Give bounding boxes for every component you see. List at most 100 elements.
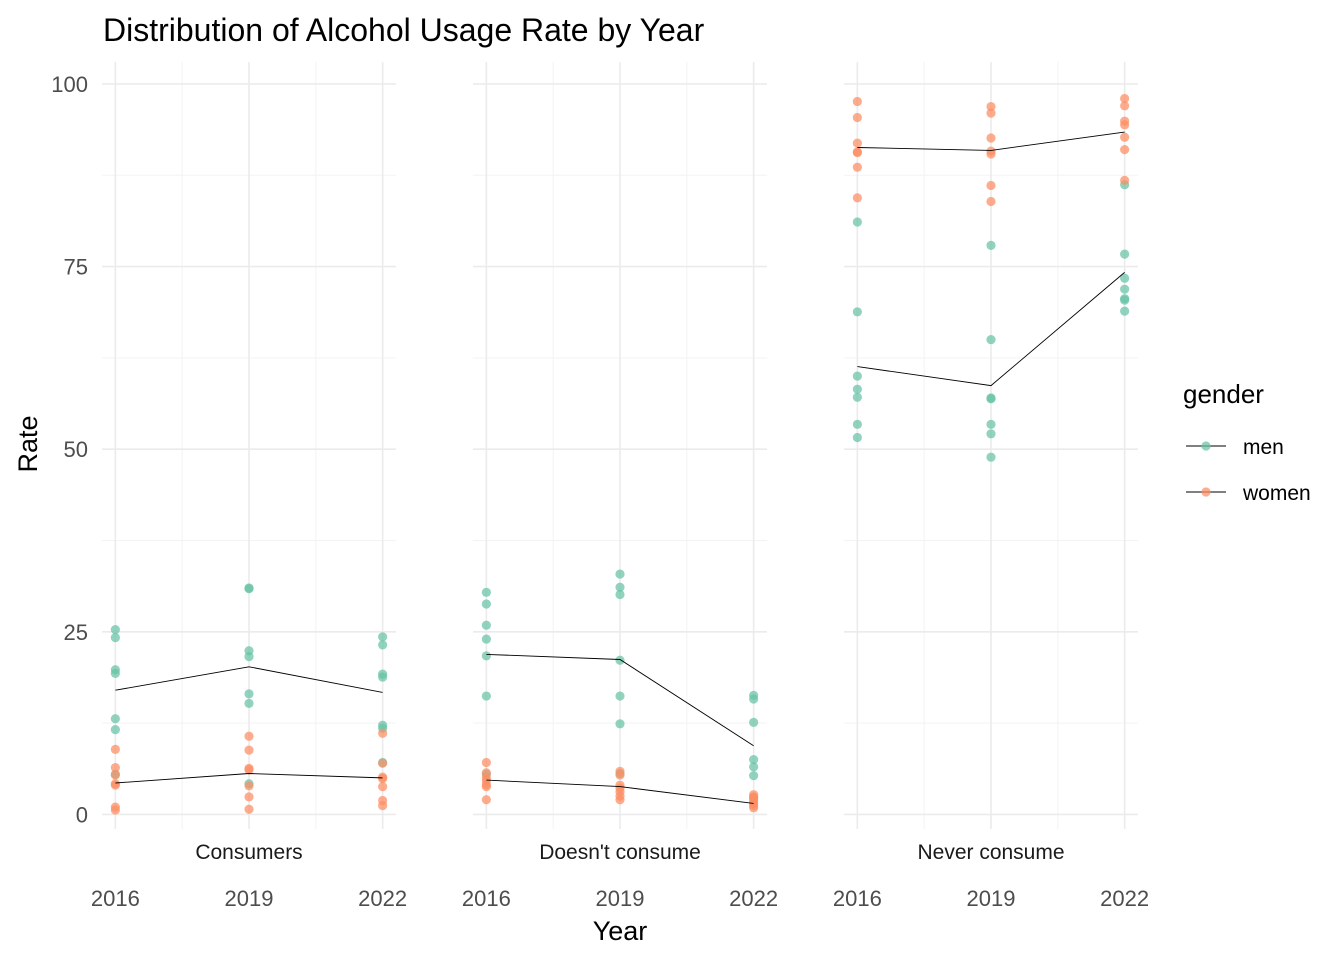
x-axis-tick-labels: 2016 2019 2022 2016 2019 2022 2016 2019 2022 [91,886,1149,911]
data-point-women [378,782,388,792]
data-point-women [852,138,862,148]
data-point-women [852,112,862,123]
legend-label: men [1243,436,1284,459]
data-point-men [986,334,996,345]
data-point-men [749,755,759,765]
mean-line-women [486,779,754,804]
data-point-men [986,394,996,404]
x-axis-title: Year [593,916,648,946]
data-point-men [244,584,254,594]
data-point-men [378,632,388,642]
data-point-men [481,587,491,597]
data-point-men [615,582,625,592]
x-tick-label: 2022 [729,886,778,911]
y-tick-label: 100 [51,72,88,97]
panel-never-consume: Never consume [844,62,1138,864]
legend-title: gender [1183,379,1264,409]
data-point-women [615,770,625,780]
data-point-men [749,771,759,781]
data-point-men [244,652,254,662]
data-point-women [378,758,388,768]
data-point-men [481,634,491,644]
data-point-men [986,240,996,250]
data-point-women [481,757,491,768]
panel-consumers: Consumers [102,62,396,864]
y-tick-label: 75 [64,255,88,280]
data-point-men [986,429,996,439]
data-point-women [1120,93,1130,104]
mean-line-men [486,653,754,747]
data-point-women [986,149,996,159]
data-point-men [1120,306,1130,316]
data-point-men [615,589,625,600]
data-point-women [110,744,120,754]
y-tick-label: 25 [64,620,88,645]
data-point-women [378,728,388,738]
data-point-women [986,196,996,207]
data-point-men [852,392,862,402]
data-point-women [986,180,996,191]
data-point-women [378,801,388,811]
data-point-women [244,745,254,755]
data-point-women [378,773,388,784]
panel-doesn-t-consume: Doesn't consume [473,62,767,864]
data-point-men [481,620,491,630]
data-point-men [1120,273,1130,283]
x-tick-label: 2016 [833,886,882,911]
data-point-men [1120,284,1130,294]
legend: gender men women [1183,379,1311,505]
mean-line-men [115,666,383,693]
y-tick-label: 0 [76,802,88,827]
data-point-women [110,780,120,790]
data-point-men [110,668,120,679]
data-point-women [244,804,254,814]
data-point-women [1120,175,1130,185]
data-point-women [110,770,120,780]
x-tick-label: 2019 [596,886,645,911]
data-point-men [852,217,862,227]
data-point-men [615,719,625,729]
legend-entry-women: women [1186,482,1311,505]
data-point-women [852,162,862,172]
data-point-men [986,419,996,429]
mean-line-women [115,773,383,784]
data-point-men [1120,249,1130,259]
x-tick-label: 2022 [358,886,407,911]
facet-panels: Consumers Doesn't consume Never consume [102,62,1138,864]
data-point-men [1120,295,1130,305]
data-point-men [110,725,120,735]
data-point-women [110,763,120,773]
data-point-women [986,101,996,112]
data-point-women [852,96,862,107]
data-point-men [481,691,491,701]
facet-strip-label: Never consume [917,841,1064,864]
data-point-men [110,624,120,635]
x-tick-label: 2016 [462,886,511,911]
chart-title: Distribution of Alcohol Usage Rate by Ye… [103,12,705,48]
data-point-men [615,569,625,579]
data-point-men [481,651,491,661]
facet-strip-label: Doesn't consume [539,841,701,864]
data-point-women [1120,132,1130,142]
data-point-women [986,133,996,143]
data-point-women [110,805,120,815]
mean-line-men [857,272,1125,387]
data-point-women [481,795,491,805]
data-point-men [110,714,120,724]
legend-entries: men women [1186,436,1311,505]
data-point-women [1120,120,1130,130]
facet-strip-label: Consumers [195,841,302,864]
legend-key-point [1201,441,1211,451]
x-tick-label: 2022 [1100,886,1149,911]
data-point-men [378,640,388,650]
y-axis-tick-labels: 0 25 50 75 100 [51,72,88,827]
data-point-women [852,193,862,203]
data-point-women [244,765,254,775]
data-point-women [986,108,996,118]
data-point-men [852,419,862,429]
data-point-women [481,782,491,792]
y-axis-title: Rate [13,415,43,472]
data-point-women [852,147,862,158]
mean-line-women [857,131,1125,151]
